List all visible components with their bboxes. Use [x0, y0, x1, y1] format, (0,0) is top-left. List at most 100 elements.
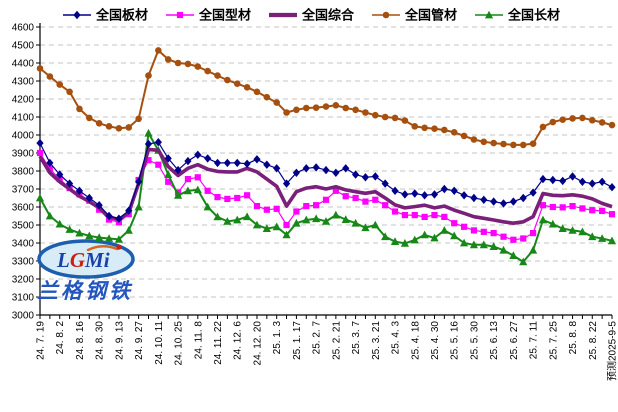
lgmi-dot: [116, 244, 122, 250]
marker-triangle: [104, 234, 114, 242]
x-tick-label: 24. 10. 11: [154, 321, 165, 365]
marker-diamond: [273, 164, 281, 173]
marker-diamond: [598, 177, 606, 186]
marker-square: [283, 221, 290, 229]
x-tick-label: 24. 12. 6: [233, 321, 244, 360]
marker-diamond: [430, 190, 439, 199]
series-line-pipe: [39, 49, 613, 146]
x-tick-label: 25. 8. 8: [568, 321, 579, 355]
marker-triangle: [312, 214, 321, 223]
marker-square: [401, 212, 408, 219]
marker-triangle: [193, 185, 202, 194]
y-tick-label: 4100: [12, 113, 35, 124]
marker-square: [204, 187, 211, 194]
marker-circle: [332, 102, 340, 109]
marker-circle: [263, 93, 271, 101]
marker-square: [322, 196, 330, 203]
marker-square: [569, 203, 576, 210]
legend-label-pipe: 全国管材: [404, 8, 457, 23]
marker-square: [411, 212, 418, 219]
marker-triangle: [243, 212, 252, 221]
marker-diamond: [411, 189, 419, 198]
marker-square: [470, 227, 478, 234]
marker-circle: [539, 123, 547, 131]
marker-square: [549, 203, 556, 211]
marker-triangle: [548, 219, 557, 228]
marker-circle: [490, 139, 497, 147]
marker-square: [539, 202, 547, 209]
marker-diamond: [332, 168, 340, 177]
marker-diamond: [509, 197, 517, 206]
marker-square: [145, 157, 152, 164]
marker-diamond: [549, 175, 557, 185]
marker-circle: [500, 140, 507, 148]
marker-circle: [66, 88, 73, 96]
marker-square: [194, 174, 201, 181]
marker-triangle: [484, 10, 494, 19]
legend-item-long: 全国长材: [475, 8, 560, 23]
marker-square: [579, 205, 586, 212]
y-axis-labels: 3000 3100 3200 3300 3400 3500 3600 3700 3800 3900…: [12, 23, 40, 322]
marker-triangle: [410, 235, 419, 244]
marker-circle: [382, 11, 390, 19]
marker-square: [510, 236, 517, 243]
marker-square: [352, 194, 359, 202]
marker-square: [530, 230, 537, 237]
marker-diamond: [105, 211, 113, 221]
marker-square: [332, 187, 339, 194]
marker-circle: [115, 125, 123, 132]
marker-diamond: [213, 158, 222, 168]
marker-diamond: [184, 156, 192, 166]
y-tick-label: 3600: [12, 203, 35, 214]
y-tick-label: 3300: [12, 257, 35, 268]
x-tick-label: 25. 6. 27: [509, 321, 520, 360]
marker-diamond: [243, 159, 251, 168]
marker-circle: [76, 105, 83, 113]
marker-diamond: [144, 139, 153, 149]
marker-circle: [135, 115, 142, 123]
marker-circle: [608, 121, 616, 129]
marker-circle: [302, 104, 310, 112]
marker-diamond: [223, 158, 231, 168]
y-tick-label: 3100: [12, 293, 35, 304]
marker-triangle: [489, 242, 498, 250]
marker-square: [244, 192, 251, 199]
marker-circle: [381, 113, 389, 121]
marker-diamond: [381, 179, 389, 188]
marker-diamond: [421, 191, 429, 200]
marker-circle: [204, 67, 211, 75]
marker-circle: [194, 63, 202, 70]
marker-diamond: [204, 154, 212, 163]
marker-triangle: [440, 226, 449, 234]
marker-diamond: [36, 138, 44, 148]
legend-item-plate: 全国板材: [63, 8, 148, 23]
y-tick-label: 3000: [12, 311, 35, 322]
marker-triangle: [35, 193, 45, 202]
x-tick-label: 25. 3. 21: [371, 321, 382, 360]
legend-item-composite: 全国综合: [269, 8, 355, 23]
marker-square: [313, 202, 320, 209]
x-tick-label: 25. 7. 11: [529, 321, 540, 360]
x-axis-labels: 24. 7. 19 24. 8. 2 24. 8. 16 24. 8. 30 24. 9…: [36, 315, 618, 381]
marker-square: [155, 161, 162, 168]
marker-triangle: [173, 191, 183, 199]
marker-diamond: [342, 164, 350, 173]
marker-diamond: [46, 158, 54, 168]
marker-diamond: [194, 150, 202, 159]
marker-diamond: [292, 168, 301, 177]
x-tick-label: 24. 9. 27: [134, 321, 145, 360]
lgmi-ellipse: [37, 239, 135, 279]
marker-triangle: [95, 233, 104, 241]
marker-circle: [470, 136, 478, 143]
marker-triangle: [292, 218, 301, 227]
y-tick-label: 3900: [12, 149, 35, 160]
x-tick-label: 25. 5. 30: [469, 321, 480, 360]
marker-circle: [95, 120, 103, 127]
marker-circle: [253, 88, 261, 96]
marker-triangle: [321, 217, 331, 225]
y-tick-label: 3800: [12, 167, 35, 178]
x-tick-label: 25. 5. 16: [450, 321, 461, 360]
marker-triangle: [331, 210, 340, 219]
marker-triangle: [588, 232, 597, 241]
